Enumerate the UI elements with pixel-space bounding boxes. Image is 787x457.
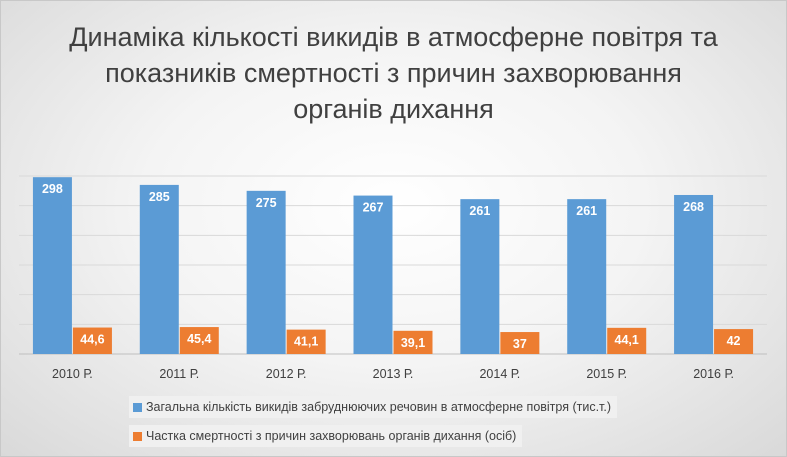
bar-emissions [353, 195, 393, 354]
bar-mortality [286, 329, 326, 354]
bar-mortality [393, 330, 433, 354]
data-label-mortality: 42 [727, 334, 741, 348]
bar-emissions [246, 190, 286, 354]
x-tick-label: 2012 Р. [266, 367, 307, 381]
data-label-mortality: 44,1 [615, 333, 639, 347]
bar-mortality [72, 327, 112, 354]
legend-swatch-mortality [133, 431, 142, 441]
bar-mortality [179, 327, 219, 354]
bar-mortality [500, 332, 540, 354]
bar-mortality [607, 327, 647, 354]
data-label-emissions: 267 [363, 201, 384, 215]
data-label-mortality: 41,1 [294, 335, 318, 349]
bar-emissions [32, 177, 72, 354]
data-label-mortality: 45,4 [187, 332, 211, 346]
bar-emissions [460, 199, 500, 354]
data-label-emissions: 285 [149, 190, 170, 204]
x-tick-label: 2011 Р. [159, 367, 199, 381]
legend-label-emissions: Загальна кількість викидів забруднюючих … [146, 400, 612, 414]
data-label-mortality: 37 [513, 337, 527, 351]
x-tick-label: 2013 Р. [373, 367, 414, 381]
x-tick-label: 2016 Р. [693, 367, 734, 381]
data-label-emissions: 275 [256, 196, 277, 210]
x-tick-label: 2010 Р. [52, 367, 93, 381]
legend-item-mortality: Частка смертності з причин захворювань о… [129, 425, 523, 447]
data-label-mortality: 44,6 [80, 333, 104, 347]
legend-label-mortality: Частка смертності з причин захворювань о… [146, 429, 517, 443]
data-label-mortality: 39,1 [401, 336, 425, 350]
x-tick-label: 2015 Р. [586, 367, 627, 381]
data-label-emissions: 261 [576, 204, 597, 218]
bar-emissions [674, 194, 714, 354]
legend-swatch-emissions [133, 402, 142, 412]
bar-emissions [139, 184, 179, 354]
x-tick-label: 2014 Р. [479, 367, 520, 381]
data-label-emissions: 268 [683, 200, 704, 214]
bar-emissions [567, 199, 607, 354]
legend-item-emissions: Загальна кількість викидів забруднюючих … [129, 396, 618, 418]
chart-title: Динаміка кількості викидів в атмосферне … [69, 22, 718, 124]
data-label-emissions: 298 [42, 182, 63, 196]
bar-mortality [714, 329, 754, 354]
data-label-emissions: 261 [469, 204, 490, 218]
